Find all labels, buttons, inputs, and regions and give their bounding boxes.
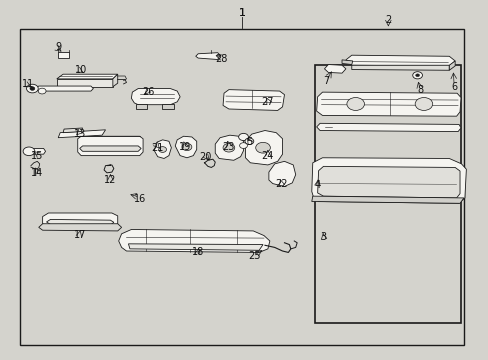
Polygon shape bbox=[311, 158, 466, 203]
Polygon shape bbox=[268, 161, 295, 186]
Text: 14: 14 bbox=[31, 168, 43, 178]
Polygon shape bbox=[154, 140, 171, 158]
Polygon shape bbox=[316, 123, 460, 132]
Text: 23: 23 bbox=[222, 142, 235, 152]
Text: 7: 7 bbox=[323, 76, 329, 86]
Polygon shape bbox=[58, 130, 105, 138]
Circle shape bbox=[415, 74, 419, 77]
Text: 28: 28 bbox=[214, 54, 227, 64]
Polygon shape bbox=[311, 196, 463, 203]
Circle shape bbox=[346, 98, 364, 111]
Text: 2: 2 bbox=[385, 15, 391, 26]
Text: 19: 19 bbox=[179, 142, 191, 152]
Text: 20: 20 bbox=[199, 152, 211, 162]
Text: 13: 13 bbox=[73, 129, 85, 139]
Polygon shape bbox=[63, 128, 82, 133]
Polygon shape bbox=[324, 64, 345, 73]
Polygon shape bbox=[42, 213, 118, 227]
Circle shape bbox=[239, 143, 247, 148]
Circle shape bbox=[255, 142, 270, 153]
Text: 15: 15 bbox=[31, 150, 43, 161]
Polygon shape bbox=[223, 90, 284, 111]
Circle shape bbox=[38, 88, 46, 94]
Polygon shape bbox=[245, 131, 282, 165]
Text: 18: 18 bbox=[192, 247, 204, 257]
Polygon shape bbox=[136, 104, 147, 109]
Polygon shape bbox=[448, 61, 454, 70]
Polygon shape bbox=[316, 92, 460, 116]
Text: 9: 9 bbox=[55, 42, 61, 52]
Polygon shape bbox=[317, 166, 459, 198]
Text: 25: 25 bbox=[247, 251, 260, 261]
Text: 1: 1 bbox=[238, 8, 245, 18]
Polygon shape bbox=[119, 229, 269, 252]
Polygon shape bbox=[39, 224, 122, 231]
Polygon shape bbox=[57, 74, 118, 79]
Text: 1: 1 bbox=[238, 8, 245, 18]
Polygon shape bbox=[345, 55, 454, 66]
Polygon shape bbox=[113, 74, 118, 87]
Text: 5: 5 bbox=[246, 138, 252, 147]
Text: 21: 21 bbox=[151, 143, 163, 153]
Bar bbox=[315, 65, 461, 323]
Polygon shape bbox=[215, 135, 243, 160]
Polygon shape bbox=[58, 51, 69, 58]
Polygon shape bbox=[46, 220, 114, 225]
Text: 11: 11 bbox=[22, 79, 35, 89]
Circle shape bbox=[26, 84, 38, 93]
Circle shape bbox=[30, 87, 35, 90]
Text: 6: 6 bbox=[450, 82, 456, 92]
Text: 27: 27 bbox=[261, 97, 274, 107]
Polygon shape bbox=[351, 65, 448, 70]
Bar bbox=[20, 30, 463, 345]
Polygon shape bbox=[128, 244, 263, 250]
Polygon shape bbox=[36, 86, 93, 91]
Circle shape bbox=[414, 98, 432, 111]
Polygon shape bbox=[161, 104, 173, 109]
Circle shape bbox=[182, 143, 191, 150]
Text: 22: 22 bbox=[274, 179, 287, 189]
Polygon shape bbox=[195, 53, 220, 59]
Circle shape bbox=[238, 134, 248, 140]
Text: 12: 12 bbox=[104, 175, 116, 185]
Polygon shape bbox=[57, 79, 113, 87]
Polygon shape bbox=[28, 148, 45, 154]
Text: 26: 26 bbox=[142, 87, 154, 97]
Polygon shape bbox=[341, 60, 352, 64]
Circle shape bbox=[158, 147, 166, 152]
Polygon shape bbox=[78, 136, 143, 156]
Text: 3: 3 bbox=[320, 232, 326, 242]
Polygon shape bbox=[80, 146, 141, 151]
Circle shape bbox=[412, 72, 422, 79]
Circle shape bbox=[244, 138, 253, 144]
Text: 4: 4 bbox=[314, 180, 320, 190]
Polygon shape bbox=[175, 136, 196, 158]
Text: 24: 24 bbox=[261, 150, 274, 161]
Text: 17: 17 bbox=[73, 230, 86, 239]
Circle shape bbox=[223, 143, 234, 152]
Text: 10: 10 bbox=[75, 64, 87, 75]
Polygon shape bbox=[131, 89, 180, 105]
Text: 8: 8 bbox=[416, 85, 422, 95]
Circle shape bbox=[23, 147, 35, 156]
Text: 16: 16 bbox=[133, 194, 145, 204]
